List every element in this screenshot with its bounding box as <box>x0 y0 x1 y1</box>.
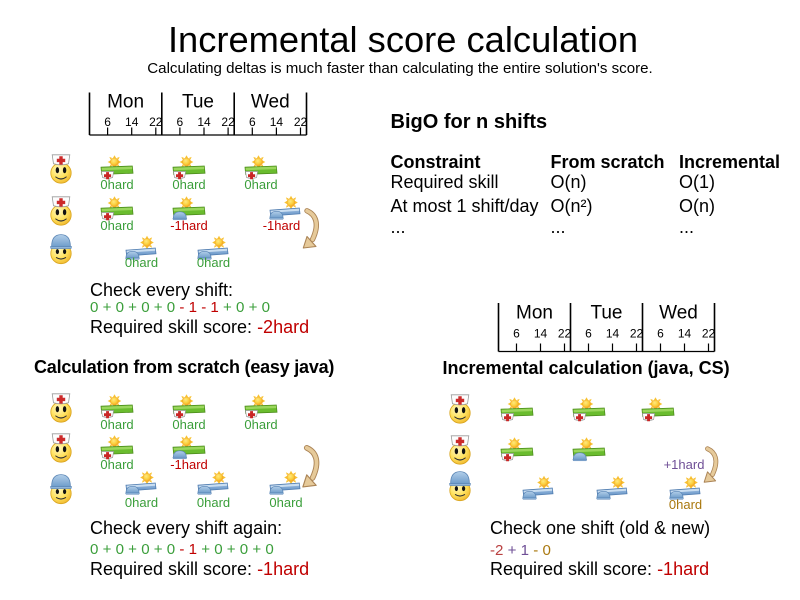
svg-text:22: 22 <box>149 115 163 129</box>
svg-text:Wed: Wed <box>251 91 290 112</box>
svg-text:14: 14 <box>270 115 284 129</box>
svg-text:6: 6 <box>249 115 256 129</box>
svg-text:22: 22 <box>294 115 308 129</box>
svg-text:22: 22 <box>702 327 716 341</box>
svg-text:Mon: Mon <box>107 91 144 112</box>
svg-text:Wed: Wed <box>659 302 698 323</box>
svg-text:14: 14 <box>197 115 211 129</box>
svg-text:6: 6 <box>104 115 111 129</box>
svg-text:22: 22 <box>558 327 572 341</box>
svg-text:14: 14 <box>125 115 139 129</box>
svg-text:14: 14 <box>606 327 620 341</box>
svg-text:22: 22 <box>630 327 644 341</box>
svg-text:6: 6 <box>585 327 592 341</box>
svg-text:6: 6 <box>513 327 520 341</box>
svg-text:Tue: Tue <box>182 91 214 112</box>
svg-text:6: 6 <box>657 327 664 341</box>
svg-text:14: 14 <box>678 327 692 341</box>
svg-text:14: 14 <box>534 327 548 341</box>
svg-text:Tue: Tue <box>590 302 622 323</box>
svg-text:6: 6 <box>177 115 184 129</box>
svg-text:Mon: Mon <box>516 302 553 323</box>
svg-text:22: 22 <box>221 115 235 129</box>
